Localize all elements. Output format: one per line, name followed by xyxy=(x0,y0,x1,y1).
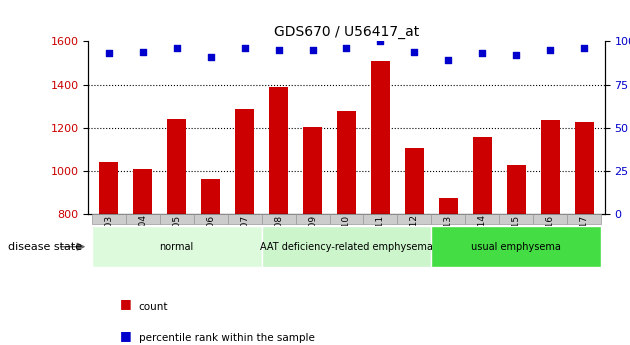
Bar xyxy=(133,169,152,214)
Text: AAT deficiency-related emphysema: AAT deficiency-related emphysema xyxy=(260,242,433,252)
Point xyxy=(137,49,147,55)
Point xyxy=(512,52,522,58)
FancyBboxPatch shape xyxy=(125,214,159,224)
Text: GSM18409: GSM18409 xyxy=(308,215,317,264)
FancyBboxPatch shape xyxy=(261,227,432,267)
Text: GSM18416: GSM18416 xyxy=(546,215,555,264)
Bar xyxy=(100,162,118,214)
Bar xyxy=(405,148,424,214)
FancyBboxPatch shape xyxy=(432,214,466,224)
FancyBboxPatch shape xyxy=(227,214,261,224)
Point xyxy=(171,46,181,51)
Text: GSM18404: GSM18404 xyxy=(138,215,147,264)
FancyBboxPatch shape xyxy=(91,214,125,224)
FancyBboxPatch shape xyxy=(534,214,568,224)
Text: normal: normal xyxy=(159,242,193,252)
Text: GSM18407: GSM18407 xyxy=(240,215,249,264)
FancyBboxPatch shape xyxy=(295,214,329,224)
FancyBboxPatch shape xyxy=(466,214,500,224)
Text: GSM18405: GSM18405 xyxy=(172,215,181,264)
Point xyxy=(103,51,113,56)
Text: GSM18410: GSM18410 xyxy=(342,215,351,264)
Title: GDS670 / U56417_at: GDS670 / U56417_at xyxy=(274,25,419,39)
FancyBboxPatch shape xyxy=(91,227,261,267)
Text: GSM18403: GSM18403 xyxy=(104,215,113,264)
Text: GSM18411: GSM18411 xyxy=(376,215,385,264)
Text: GSM18408: GSM18408 xyxy=(274,215,283,264)
Point xyxy=(205,54,215,60)
Bar xyxy=(201,179,220,214)
Text: count: count xyxy=(139,302,168,312)
Text: percentile rank within the sample: percentile rank within the sample xyxy=(139,333,314,343)
Point xyxy=(478,51,488,56)
Text: GSM18415: GSM18415 xyxy=(512,215,521,264)
FancyBboxPatch shape xyxy=(432,227,602,267)
Bar xyxy=(575,122,593,214)
Bar xyxy=(167,119,186,214)
Point xyxy=(375,39,386,44)
Point xyxy=(444,58,454,63)
FancyBboxPatch shape xyxy=(398,214,432,224)
FancyBboxPatch shape xyxy=(568,214,602,224)
Text: ■: ■ xyxy=(120,328,132,342)
Bar xyxy=(439,198,458,214)
FancyBboxPatch shape xyxy=(329,214,364,224)
Text: disease state: disease state xyxy=(8,242,82,252)
Point xyxy=(580,46,590,51)
Bar xyxy=(507,165,526,214)
Bar xyxy=(541,120,560,214)
Bar xyxy=(303,127,322,214)
Bar xyxy=(269,87,288,214)
Text: GSM18406: GSM18406 xyxy=(206,215,215,264)
FancyBboxPatch shape xyxy=(364,214,398,224)
Text: GSM18417: GSM18417 xyxy=(580,215,589,264)
Point xyxy=(239,46,249,51)
FancyBboxPatch shape xyxy=(193,214,227,224)
Point xyxy=(307,47,318,53)
Text: GSM18412: GSM18412 xyxy=(410,215,419,264)
Text: ■: ■ xyxy=(120,297,132,310)
Text: usual emphysema: usual emphysema xyxy=(471,242,561,252)
Bar xyxy=(235,109,254,214)
Point xyxy=(410,49,420,55)
Point xyxy=(341,46,352,51)
FancyBboxPatch shape xyxy=(261,214,295,224)
FancyBboxPatch shape xyxy=(500,214,534,224)
Text: GSM18413: GSM18413 xyxy=(444,215,453,264)
Bar xyxy=(337,111,356,214)
Point xyxy=(273,47,284,53)
Bar xyxy=(473,137,492,214)
FancyBboxPatch shape xyxy=(159,214,193,224)
Text: GSM18414: GSM18414 xyxy=(478,215,487,264)
Bar xyxy=(371,61,390,214)
Point xyxy=(546,47,556,53)
